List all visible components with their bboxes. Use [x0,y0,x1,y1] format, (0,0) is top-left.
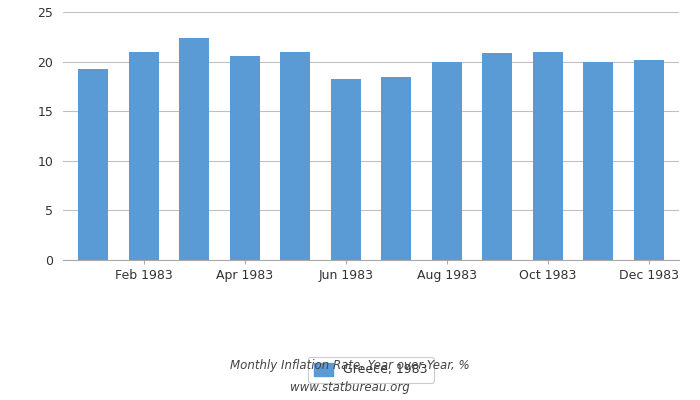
Bar [634,60,664,260]
Legend: Greece, 1983: Greece, 1983 [308,356,434,383]
Bar [230,56,260,260]
Bar [381,78,412,260]
Bar [129,52,159,260]
Bar [533,52,563,260]
Bar [330,80,361,260]
Bar [482,53,512,260]
Bar [583,62,613,260]
Text: www.statbureau.org: www.statbureau.org [290,382,410,394]
Text: Monthly Inflation Rate, Year over Year, %: Monthly Inflation Rate, Year over Year, … [230,360,470,372]
Bar [78,68,108,260]
Bar [280,52,310,260]
Bar [179,38,209,260]
Bar [432,62,462,260]
